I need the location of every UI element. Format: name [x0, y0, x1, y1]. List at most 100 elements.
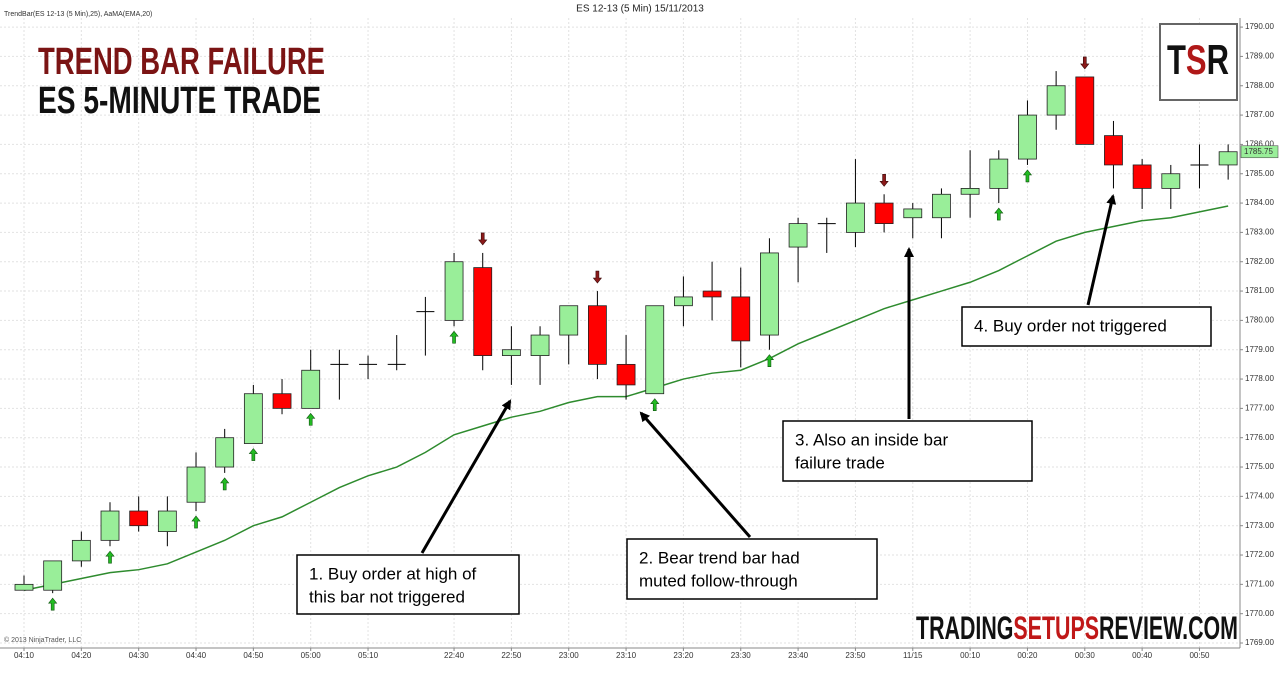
- candle-body: [157, 510, 177, 532]
- buy-arrow: [191, 515, 201, 529]
- y-tick-label: 1769.00: [1245, 638, 1274, 647]
- logo-box: [1159, 23, 1238, 101]
- candle-body: [501, 349, 521, 356]
- x-tick-label: 00:20: [1017, 651, 1038, 660]
- x-tick-label: 23:20: [673, 651, 694, 660]
- logo-s: S: [1186, 36, 1207, 83]
- candle-body: [989, 158, 1009, 189]
- annotation-box: [626, 538, 878, 600]
- annotation-box: [961, 306, 1212, 347]
- x-tick-label: 04:40: [186, 651, 207, 660]
- y-tick-label: 1784.00: [1245, 198, 1274, 207]
- buy-arrow: [449, 330, 459, 344]
- y-tick-label: 1780.00: [1245, 315, 1274, 324]
- candle-body: [1018, 114, 1037, 160]
- candle-body: [559, 305, 579, 336]
- annotation-text: 3. Also an inside bar: [795, 430, 948, 449]
- buy-arrow: [650, 398, 660, 412]
- website-part: REVIEW.COM: [1099, 610, 1238, 646]
- logo-text: TSR: [1167, 36, 1229, 83]
- candle-body: [100, 510, 120, 541]
- y-tick-label: 1776.00: [1245, 433, 1274, 442]
- last-price-box: [1240, 145, 1279, 159]
- y-tick-label: 1779.00: [1245, 345, 1274, 354]
- candle-body: [903, 208, 923, 219]
- candle-body: [14, 583, 34, 591]
- x-tick-label: 23:10: [616, 651, 637, 660]
- y-tick-label: 1771.00: [1245, 579, 1274, 588]
- candle-body: [272, 393, 292, 409]
- candle-body: [1218, 151, 1238, 166]
- copyright: © 2013 NinjaTrader, LLC: [4, 636, 81, 644]
- y-tick-label: 1786.00: [1245, 140, 1274, 149]
- indicator-label: TrendBar(ES 12-13 (5 Min),25), AaMA(EMA,…: [4, 11, 152, 18]
- website-part: SETUPS: [1013, 610, 1099, 646]
- candle-body: [1046, 85, 1066, 116]
- annotation-arrow: [420, 399, 512, 554]
- x-tick-label: 00:50: [1189, 651, 1210, 660]
- logo: TSR: [1159, 23, 1238, 101]
- y-tick-label: 1782.00: [1245, 257, 1274, 266]
- candles: [14, 71, 1238, 594]
- y-tick-label: 1773.00: [1245, 521, 1274, 530]
- candle-body: [1161, 173, 1181, 189]
- x-tick-label: 23:50: [845, 651, 866, 660]
- candle-body: [129, 510, 149, 527]
- candle-body: [301, 369, 321, 409]
- x-tick-label: 04:50: [243, 651, 264, 660]
- y-tick-label: 1790.00: [1245, 22, 1274, 31]
- annotations: 1. Buy order at high of this bar not trig…: [296, 194, 1212, 615]
- x-tick-label: 23:30: [731, 651, 752, 660]
- x-tick-label: 05:00: [301, 651, 322, 660]
- candle-body: [1104, 135, 1123, 166]
- buy-arrow: [994, 207, 1004, 221]
- logo-r: R: [1207, 36, 1229, 83]
- candle-body: [43, 560, 63, 591]
- buy-arrow: [1022, 169, 1033, 183]
- x-tick-label: 04:30: [129, 651, 150, 660]
- x-tick-label: 04:20: [71, 651, 92, 660]
- candle-body: [215, 437, 235, 468]
- y-tick-label: 1777.00: [1245, 403, 1274, 412]
- candle-body: [788, 223, 808, 248]
- signals: [48, 56, 1090, 611]
- buy-arrow: [248, 448, 258, 461]
- x-tick-label: 00:30: [1075, 651, 1096, 660]
- y-tick-label: 1789.00: [1245, 52, 1274, 61]
- candle-body: [530, 334, 550, 356]
- x-tick-label: 23:40: [788, 651, 809, 660]
- x-tick-label: 22:40: [444, 651, 465, 660]
- x-tick-label: 00:40: [1132, 651, 1153, 660]
- annotation-text: 2. Bear trend bar had: [639, 548, 800, 567]
- x-tick-label: 23:00: [559, 651, 580, 660]
- candle-body: [444, 261, 464, 321]
- buy-arrow: [48, 597, 58, 611]
- candle-body: [932, 193, 951, 219]
- candle-body: [874, 202, 894, 225]
- sell-arrow: [1080, 56, 1090, 70]
- candle-body: [186, 466, 206, 503]
- candle-body: [473, 267, 493, 356]
- y-tick-label: 1772.00: [1245, 550, 1274, 559]
- sell-arrow: [592, 270, 603, 284]
- annotation-text: this bar not triggered: [309, 587, 465, 606]
- x-tick-label: 00:10: [960, 651, 981, 660]
- last-price-label: 1785.75: [1244, 147, 1273, 156]
- website-part: TRADING: [916, 610, 1013, 646]
- website: TRADINGSETUPSREVIEW.COM: [916, 610, 1238, 646]
- sell-arrow: [478, 232, 488, 246]
- annotation-text: muted follow-through: [639, 571, 798, 590]
- annotation-text: 4. Buy order not triggered: [974, 316, 1167, 335]
- sell-arrow: [879, 173, 889, 187]
- y-tick-label: 1785.00: [1245, 169, 1274, 178]
- candle-body: [731, 296, 751, 342]
- candle-body: [71, 539, 91, 562]
- candle-body: [702, 290, 722, 298]
- annotation-arrow: [639, 411, 752, 538]
- annotation-arrow: [1086, 194, 1117, 306]
- candle-body: [846, 202, 865, 233]
- annotation-box: [296, 554, 520, 615]
- headline: TREND BAR FAILURE: [38, 41, 325, 83]
- candle-body: [1132, 164, 1152, 189]
